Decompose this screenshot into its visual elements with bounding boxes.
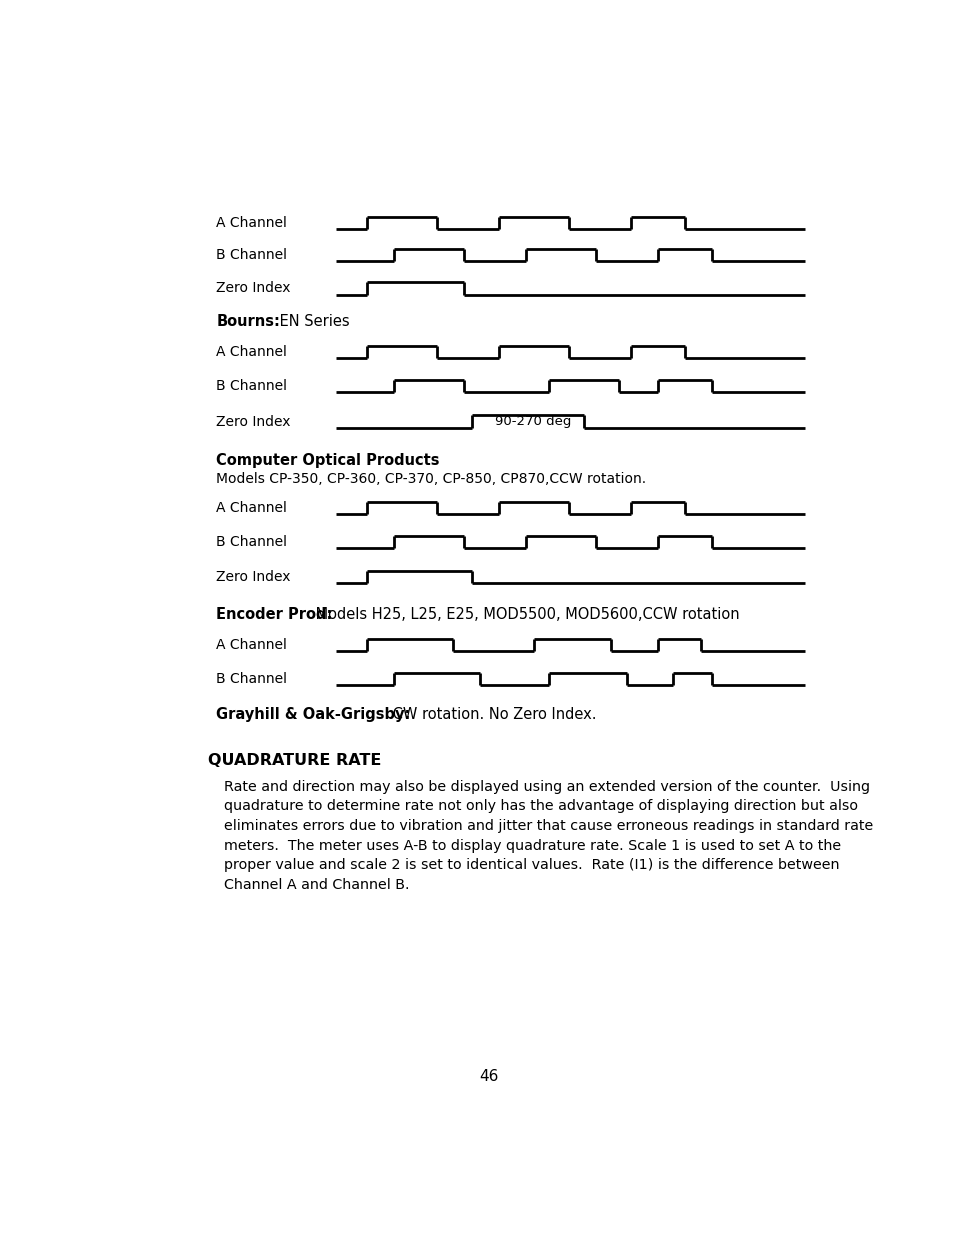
Text: Bourns:: Bourns: <box>216 314 280 329</box>
Text: EN Series: EN Series <box>274 314 350 329</box>
Text: A Channel: A Channel <box>216 216 287 230</box>
Text: 90-270 deg: 90-270 deg <box>495 415 571 429</box>
Text: Zero Index: Zero Index <box>216 571 291 584</box>
Text: Models H25, L25, E25, MOD5500, MOD5600,CCW rotation: Models H25, L25, E25, MOD5500, MOD5600,C… <box>311 606 739 621</box>
Text: A Channel: A Channel <box>216 637 287 652</box>
Text: QUADRATURE RATE: QUADRATURE RATE <box>208 753 381 768</box>
Text: Models CP-350, CP-360, CP-370, CP-850, CP870,CCW rotation.: Models CP-350, CP-360, CP-370, CP-850, C… <box>216 472 645 485</box>
Text: Zero Index: Zero Index <box>216 282 291 295</box>
Text: Zero Index: Zero Index <box>216 415 291 429</box>
Text: B Channel: B Channel <box>216 248 287 262</box>
Text: CW rotation. No Zero Index.: CW rotation. No Zero Index. <box>388 706 596 721</box>
Text: A Channel: A Channel <box>216 500 287 515</box>
Text: A Channel: A Channel <box>216 346 287 359</box>
Text: 46: 46 <box>478 1068 498 1083</box>
Text: B Channel: B Channel <box>216 535 287 548</box>
Text: Encoder Prod:: Encoder Prod: <box>216 606 333 621</box>
Text: Grayhill & Oak-Grigsby:: Grayhill & Oak-Grigsby: <box>216 706 410 721</box>
Text: Rate and direction may also be displayed using an extended version of the counte: Rate and direction may also be displayed… <box>224 779 872 892</box>
Text: B Channel: B Channel <box>216 672 287 685</box>
Text: B Channel: B Channel <box>216 379 287 393</box>
Text: Computer Optical Products: Computer Optical Products <box>216 452 439 468</box>
